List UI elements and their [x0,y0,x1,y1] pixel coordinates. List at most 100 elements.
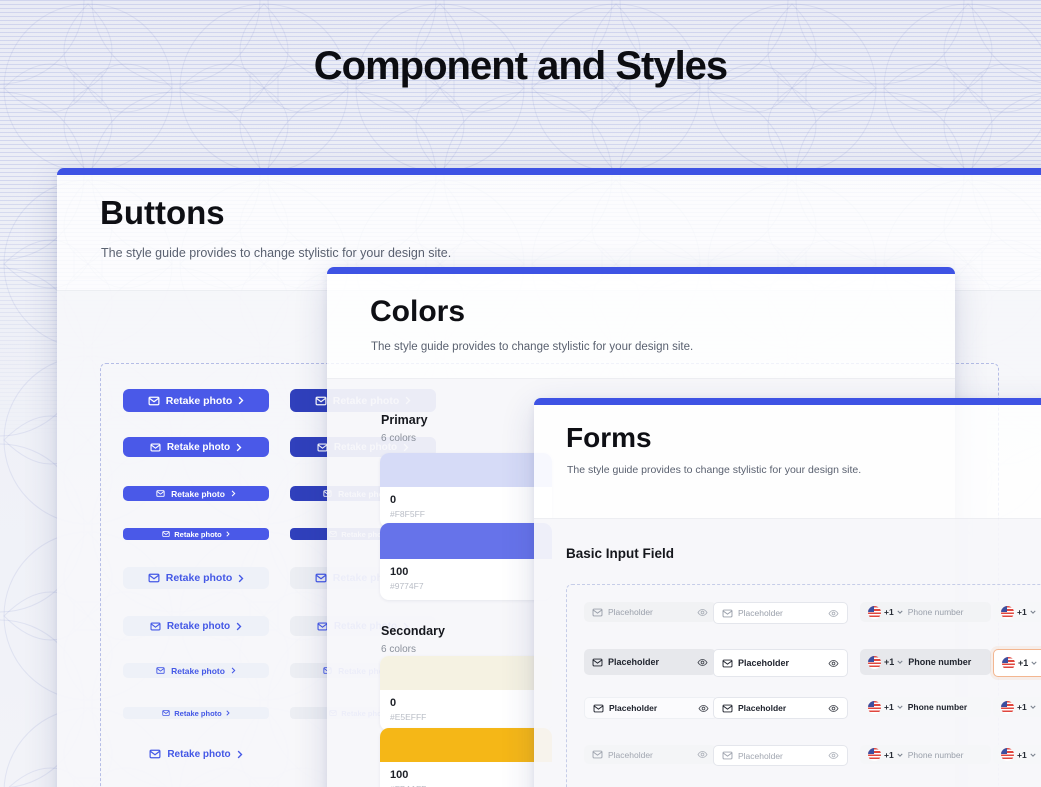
color-group-name: Secondary [381,624,445,638]
chevron-right-icon [236,443,242,451]
color-swatch [380,453,552,487]
chevron-down-icon [1030,753,1036,757]
mail-icon [156,490,165,497]
chevron-down-icon [897,660,903,664]
retake-photo-button[interactable]: Retake photo [123,528,269,540]
country-select[interactable]: +1 [1001,748,1036,761]
color-swatch-card: 0 #E5EFFF [380,656,552,731]
mail-icon [162,531,170,537]
retake-photo-button-soft[interactable]: Retake photo [123,616,269,636]
mail-icon [156,667,165,674]
chevron-right-icon [226,531,230,537]
colors-panel-subtitle: The style guide provides to change styli… [371,341,694,353]
phone-input[interactable]: +1 Phone number [860,602,991,622]
chevron-right-icon [226,710,230,716]
basic-input-field-heading: Basic Input Field [566,546,675,561]
eye-icon[interactable] [828,750,839,761]
phone-input[interactable]: +1 Phone number [860,649,991,675]
retake-photo-button-soft[interactable]: Retake photo [123,663,269,678]
buttons-panel-subtitle: The style guide provides to change styli… [101,246,452,260]
phone-input[interactable]: +1 Phone number [860,745,991,764]
phone-input-focused[interactable]: +1 Phone number [993,649,1041,677]
text-input-outlined[interactable]: Placeholder [713,649,848,677]
mail-icon [317,622,328,630]
text-input[interactable]: Placeholder [584,602,716,622]
us-flag-icon [1001,605,1014,619]
us-flag-icon [1002,656,1015,670]
chevron-right-icon [238,574,244,582]
swatch-meta: 100 #9774F7 [380,559,552,600]
mail-icon [162,710,170,716]
retake-photo-button-soft[interactable]: Retake photo [123,707,269,719]
eye-icon[interactable] [697,749,708,760]
chevron-down-icon [1031,661,1037,665]
eye-icon[interactable] [697,607,708,618]
mail-icon [722,659,733,667]
country-select[interactable]: +1 [868,655,903,669]
eye-icon[interactable] [698,703,709,714]
text-input-outlined[interactable]: Placeholder [713,745,848,766]
phone-input-outlined[interactable]: +1 Phone number [993,697,1041,717]
eye-icon[interactable] [828,703,839,714]
eye-icon[interactable] [828,658,839,669]
swatch-meta: 0 #F8F5FF [380,487,552,528]
mail-icon [722,609,733,617]
retake-photo-link-button[interactable]: Retake photo [123,746,269,762]
us-flag-icon [868,748,881,761]
mail-icon [315,573,327,583]
color-swatch [380,656,552,690]
country-select[interactable]: +1 [868,748,903,761]
phone-input-outlined[interactable]: +1 Phone number [993,745,1041,764]
country-select[interactable]: +1 [1001,605,1036,619]
eye-icon[interactable] [697,657,708,668]
colors-panel-accent-bar [327,267,955,274]
forms-panel-subtitle: The style guide provides to change styli… [567,464,862,476]
us-flag-icon [1001,748,1014,761]
us-flag-icon [868,655,881,669]
retake-photo-button-soft[interactable]: Retake photo [123,567,269,589]
retake-photo-button[interactable]: Retake photo [123,486,269,501]
text-input-outlined[interactable]: Placeholder [713,697,848,719]
swatch-hex: #F8F5FF [390,509,425,519]
mail-icon [722,751,733,760]
chevron-right-icon [231,490,236,497]
country-select[interactable]: +1 [1002,656,1037,670]
country-select[interactable]: +1 [1001,700,1036,714]
country-select[interactable]: +1 [868,605,903,619]
mail-icon [315,396,327,405]
retake-photo-button[interactable]: Retake photo [123,437,269,457]
chevron-right-icon [236,622,242,630]
swatch-hex: #E5EFFF [390,712,427,722]
mail-icon [317,443,328,451]
chevron-down-icon [1030,705,1036,709]
chevron-right-icon [237,750,243,758]
text-input[interactable]: Placeholder [584,697,718,719]
text-input[interactable]: Placeholder [584,649,716,675]
buttons-panel-title: Buttons [100,194,225,231]
chevron-down-icon [897,610,903,614]
text-input-outlined[interactable]: Placeholder [713,602,848,624]
mail-icon [592,750,603,759]
color-group-count: 6 colors [381,433,417,444]
mail-icon [149,749,161,759]
swatch-hex: #9774F7 [390,581,424,591]
eye-icon[interactable] [828,608,839,619]
mail-icon [148,396,160,405]
us-flag-icon [868,605,881,619]
mail-icon [150,622,161,630]
forms-panel: Forms The style guide provides to change… [534,398,1041,787]
retake-photo-button[interactable]: Retake photo [123,389,269,412]
text-input[interactable]: Placeholder [584,745,716,764]
page-title: Component and Styles [313,44,728,88]
color-swatch-card: 100 #FBA1FF [380,728,552,787]
swatch-shade: 0 [390,697,397,709]
swatch-shade: 0 [390,494,397,506]
country-select[interactable]: +1 [868,700,903,714]
chevron-right-icon [238,396,244,405]
phone-input-outlined[interactable]: +1 Phone number [993,602,1041,622]
phone-input[interactable]: +1 Phone number [860,697,991,717]
swatch-meta: 100 #FBA1FF [380,762,552,787]
colors-panel-title: Colors [370,295,466,328]
forms-panel-header [534,405,1041,518]
colors-panel-header [327,274,955,378]
